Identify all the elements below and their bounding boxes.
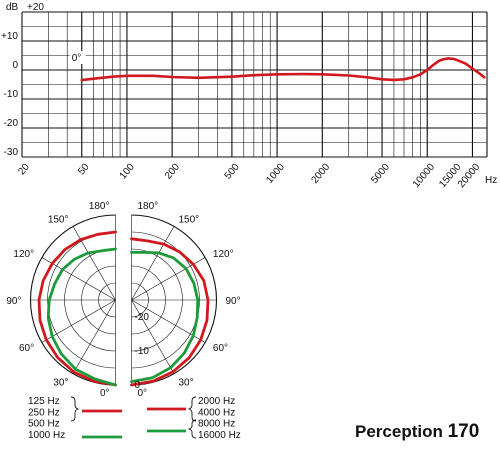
- y-tick-label: -10: [4, 89, 19, 100]
- polar-radial-label: -20: [135, 312, 150, 323]
- frequency-response-y-ticks: +20 +10 0 -10 -20 -30: [1, 2, 44, 158]
- legend-label: 250 Hz: [28, 407, 60, 418]
- legend-brace: [187, 419, 197, 439]
- legend-label: 1000 Hz: [28, 430, 65, 441]
- x-tick-label: 100: [118, 161, 137, 181]
- legend-label: 500 Hz: [28, 419, 60, 430]
- polar-plot-right: 180° 150° 120° 90° 60° 30° 0°: [130, 201, 241, 399]
- frequency-response-line: [80, 57, 486, 82]
- x-tick-label: 20: [16, 161, 32, 177]
- y-tick-label: +10: [1, 31, 18, 42]
- polar-right-angle-label: 90°: [226, 296, 241, 307]
- polar-radial-labels: -20 -10 0: [135, 312, 150, 391]
- x-tick-label: 10000: [411, 161, 438, 190]
- polar-left-response-curve: [46, 247, 117, 387]
- legend-label: 2000 Hz: [198, 396, 235, 407]
- annotation-background: [69, 51, 86, 64]
- polar-plot-left: 180° 150° 120° 90° 60° 30° 0°: [6, 201, 117, 399]
- legend-label: 16000 Hz: [198, 430, 241, 441]
- y-tick-label: +20: [27, 2, 44, 13]
- frequency-response-series: [80, 57, 486, 82]
- polar-right-angle-label: 120°: [213, 249, 234, 260]
- polar-left-angle-label: 180°: [89, 201, 110, 212]
- x-tick-label: 20000: [456, 161, 483, 190]
- x-tick-label: 5000: [369, 161, 392, 185]
- polar-right-response-curve: [130, 237, 210, 387]
- polar-right-angle-label: 0°: [138, 388, 148, 399]
- angle-annotation: 0°: [72, 53, 82, 64]
- product-name: Perception: [355, 422, 443, 441]
- polar-left-angle-label: 150°: [48, 215, 69, 226]
- legend-label: 8000 Hz: [198, 419, 235, 430]
- product-title: Perception 170: [355, 421, 479, 443]
- polar-left-angle-label: 30°: [53, 377, 68, 388]
- polar-left-spoke: [72, 299, 116, 374]
- legend-brace: [187, 396, 197, 422]
- polar-left-response-curve: [37, 230, 117, 387]
- polar-left-spoke: [41, 257, 116, 301]
- x-tick-label: 2000: [309, 161, 332, 185]
- x-tick-label: 50: [76, 161, 92, 177]
- y-tick-label: -30: [4, 147, 19, 158]
- legend-brace: [70, 396, 80, 422]
- legend-label: 4000 Hz: [198, 407, 235, 418]
- y-tick-label: 0: [12, 60, 18, 71]
- polar-left-angle-label: 120°: [13, 249, 34, 260]
- polar-radial-label: 0: [135, 380, 141, 391]
- polar-right-angle-label: 180°: [138, 201, 159, 212]
- polar-left-angle-label: 90°: [6, 296, 21, 307]
- polar-left-spoke: [72, 226, 116, 301]
- polar-right-spoke: [131, 299, 175, 374]
- polar-right-response-curve: [130, 251, 200, 383]
- x-tick-label: 500: [223, 161, 242, 181]
- polar-left-spoke: [41, 299, 116, 343]
- polar-right-angle-label: 60°: [213, 343, 228, 354]
- y-axis-unit-label: dB: [6, 2, 19, 13]
- polar-right-angle-label: 150°: [179, 215, 200, 226]
- legend-label: 125 Hz: [28, 396, 60, 407]
- polar-right-spoke: [131, 226, 175, 301]
- polar-right-angle-label: 30°: [179, 377, 194, 388]
- polar-radial-label: -10: [135, 346, 150, 357]
- product-model: 170: [447, 421, 480, 442]
- x-tick-label: 1000: [264, 161, 287, 185]
- x-axis-unit-label: Hz: [485, 175, 497, 186]
- polar-left-angle-label: 60°: [19, 343, 34, 354]
- x-tick-label: 200: [163, 161, 182, 181]
- frequency-response-grid: [21, 11, 488, 158]
- polar-left-angle-label: 0°: [100, 388, 110, 399]
- y-tick-label: -20: [4, 118, 19, 129]
